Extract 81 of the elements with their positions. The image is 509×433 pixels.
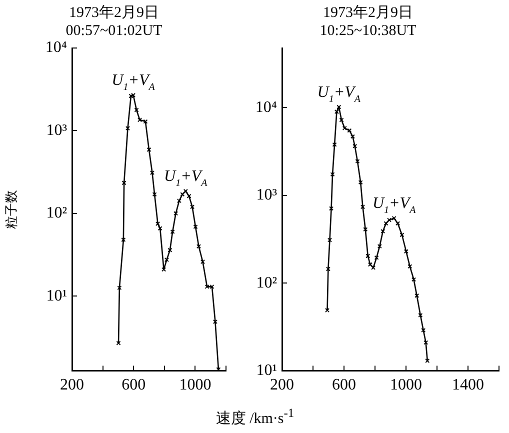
point: [411, 277, 416, 282]
point: [377, 244, 382, 249]
y-tick-label: 10³: [46, 122, 68, 139]
point: [404, 249, 408, 254]
x-tick-label: 1000: [179, 376, 212, 394]
point: [326, 266, 330, 272]
x-tick-label: 600: [122, 376, 146, 394]
point: [128, 94, 134, 98]
point: [368, 262, 372, 267]
y-tick-label: 10³: [256, 186, 278, 204]
point: [358, 180, 363, 185]
point: [170, 229, 175, 234]
point: [212, 319, 218, 324]
point: [200, 260, 206, 264]
point: [332, 142, 337, 147]
point: [366, 254, 370, 258]
point: [360, 204, 366, 210]
point: [329, 206, 334, 211]
y-tick-label: 10⁴: [45, 39, 68, 56]
point: [392, 216, 396, 220]
point: [186, 194, 192, 198]
point: [386, 218, 392, 222]
point: [143, 119, 148, 124]
point: [371, 265, 376, 270]
point: [164, 258, 169, 262]
point: [176, 198, 182, 204]
point: [330, 172, 335, 177]
point: [162, 267, 166, 272]
point: [204, 284, 210, 289]
point: [146, 147, 152, 152]
point: [122, 180, 126, 186]
point: [421, 328, 426, 333]
x-tick-label: 600: [332, 376, 356, 394]
x-tick-label: 200: [60, 376, 84, 394]
x-axis-title: 速度 /km·s$^{-1}$: [216, 406, 294, 428]
x-tick-label: 1400: [452, 376, 484, 394]
point: [347, 128, 352, 133]
point: [174, 211, 178, 216]
point: [374, 255, 379, 260]
x-tick-label: 1000: [390, 376, 422, 394]
point: [137, 118, 142, 122]
point: [121, 238, 126, 242]
point: [327, 238, 332, 242]
point: [210, 284, 214, 289]
point: [408, 264, 412, 269]
point: [350, 134, 355, 139]
y-axis-title: 粒子数: [3, 190, 18, 229]
chart-title: 1973年2月9日: [323, 4, 413, 21]
point: [363, 227, 368, 232]
point: [134, 108, 139, 112]
point: [196, 244, 202, 249]
point: [150, 170, 154, 176]
point: [352, 144, 358, 148]
point: [384, 221, 388, 226]
x-tick-label: 200: [270, 376, 294, 394]
point: [190, 204, 195, 210]
point: [400, 232, 404, 238]
point: [418, 312, 423, 318]
y-tick-label: 10¹: [256, 362, 278, 380]
point: [396, 221, 400, 226]
point: [183, 188, 188, 194]
point: [355, 159, 360, 164]
y-tick-label: 10⁴: [255, 98, 278, 116]
y-tick-label: 10¹: [46, 287, 68, 304]
point: [125, 126, 130, 131]
chart-subtitle: 00:57~01:02UT: [66, 22, 162, 39]
point: [380, 229, 386, 234]
point: [180, 192, 185, 197]
point: [168, 248, 172, 252]
chart-title: 1973年2月9日: [69, 4, 159, 21]
y-tick-label: 10²: [256, 274, 278, 292]
point: [424, 340, 428, 345]
point: [193, 224, 198, 230]
point: [152, 192, 157, 197]
point: [414, 293, 420, 298]
chart-subtitle: 10:25~10:38UT: [320, 22, 416, 39]
point: [131, 92, 136, 98]
y-tick-label: 10²: [46, 204, 68, 222]
point: [117, 286, 122, 290]
point: [339, 118, 344, 122]
point: [342, 126, 347, 130]
